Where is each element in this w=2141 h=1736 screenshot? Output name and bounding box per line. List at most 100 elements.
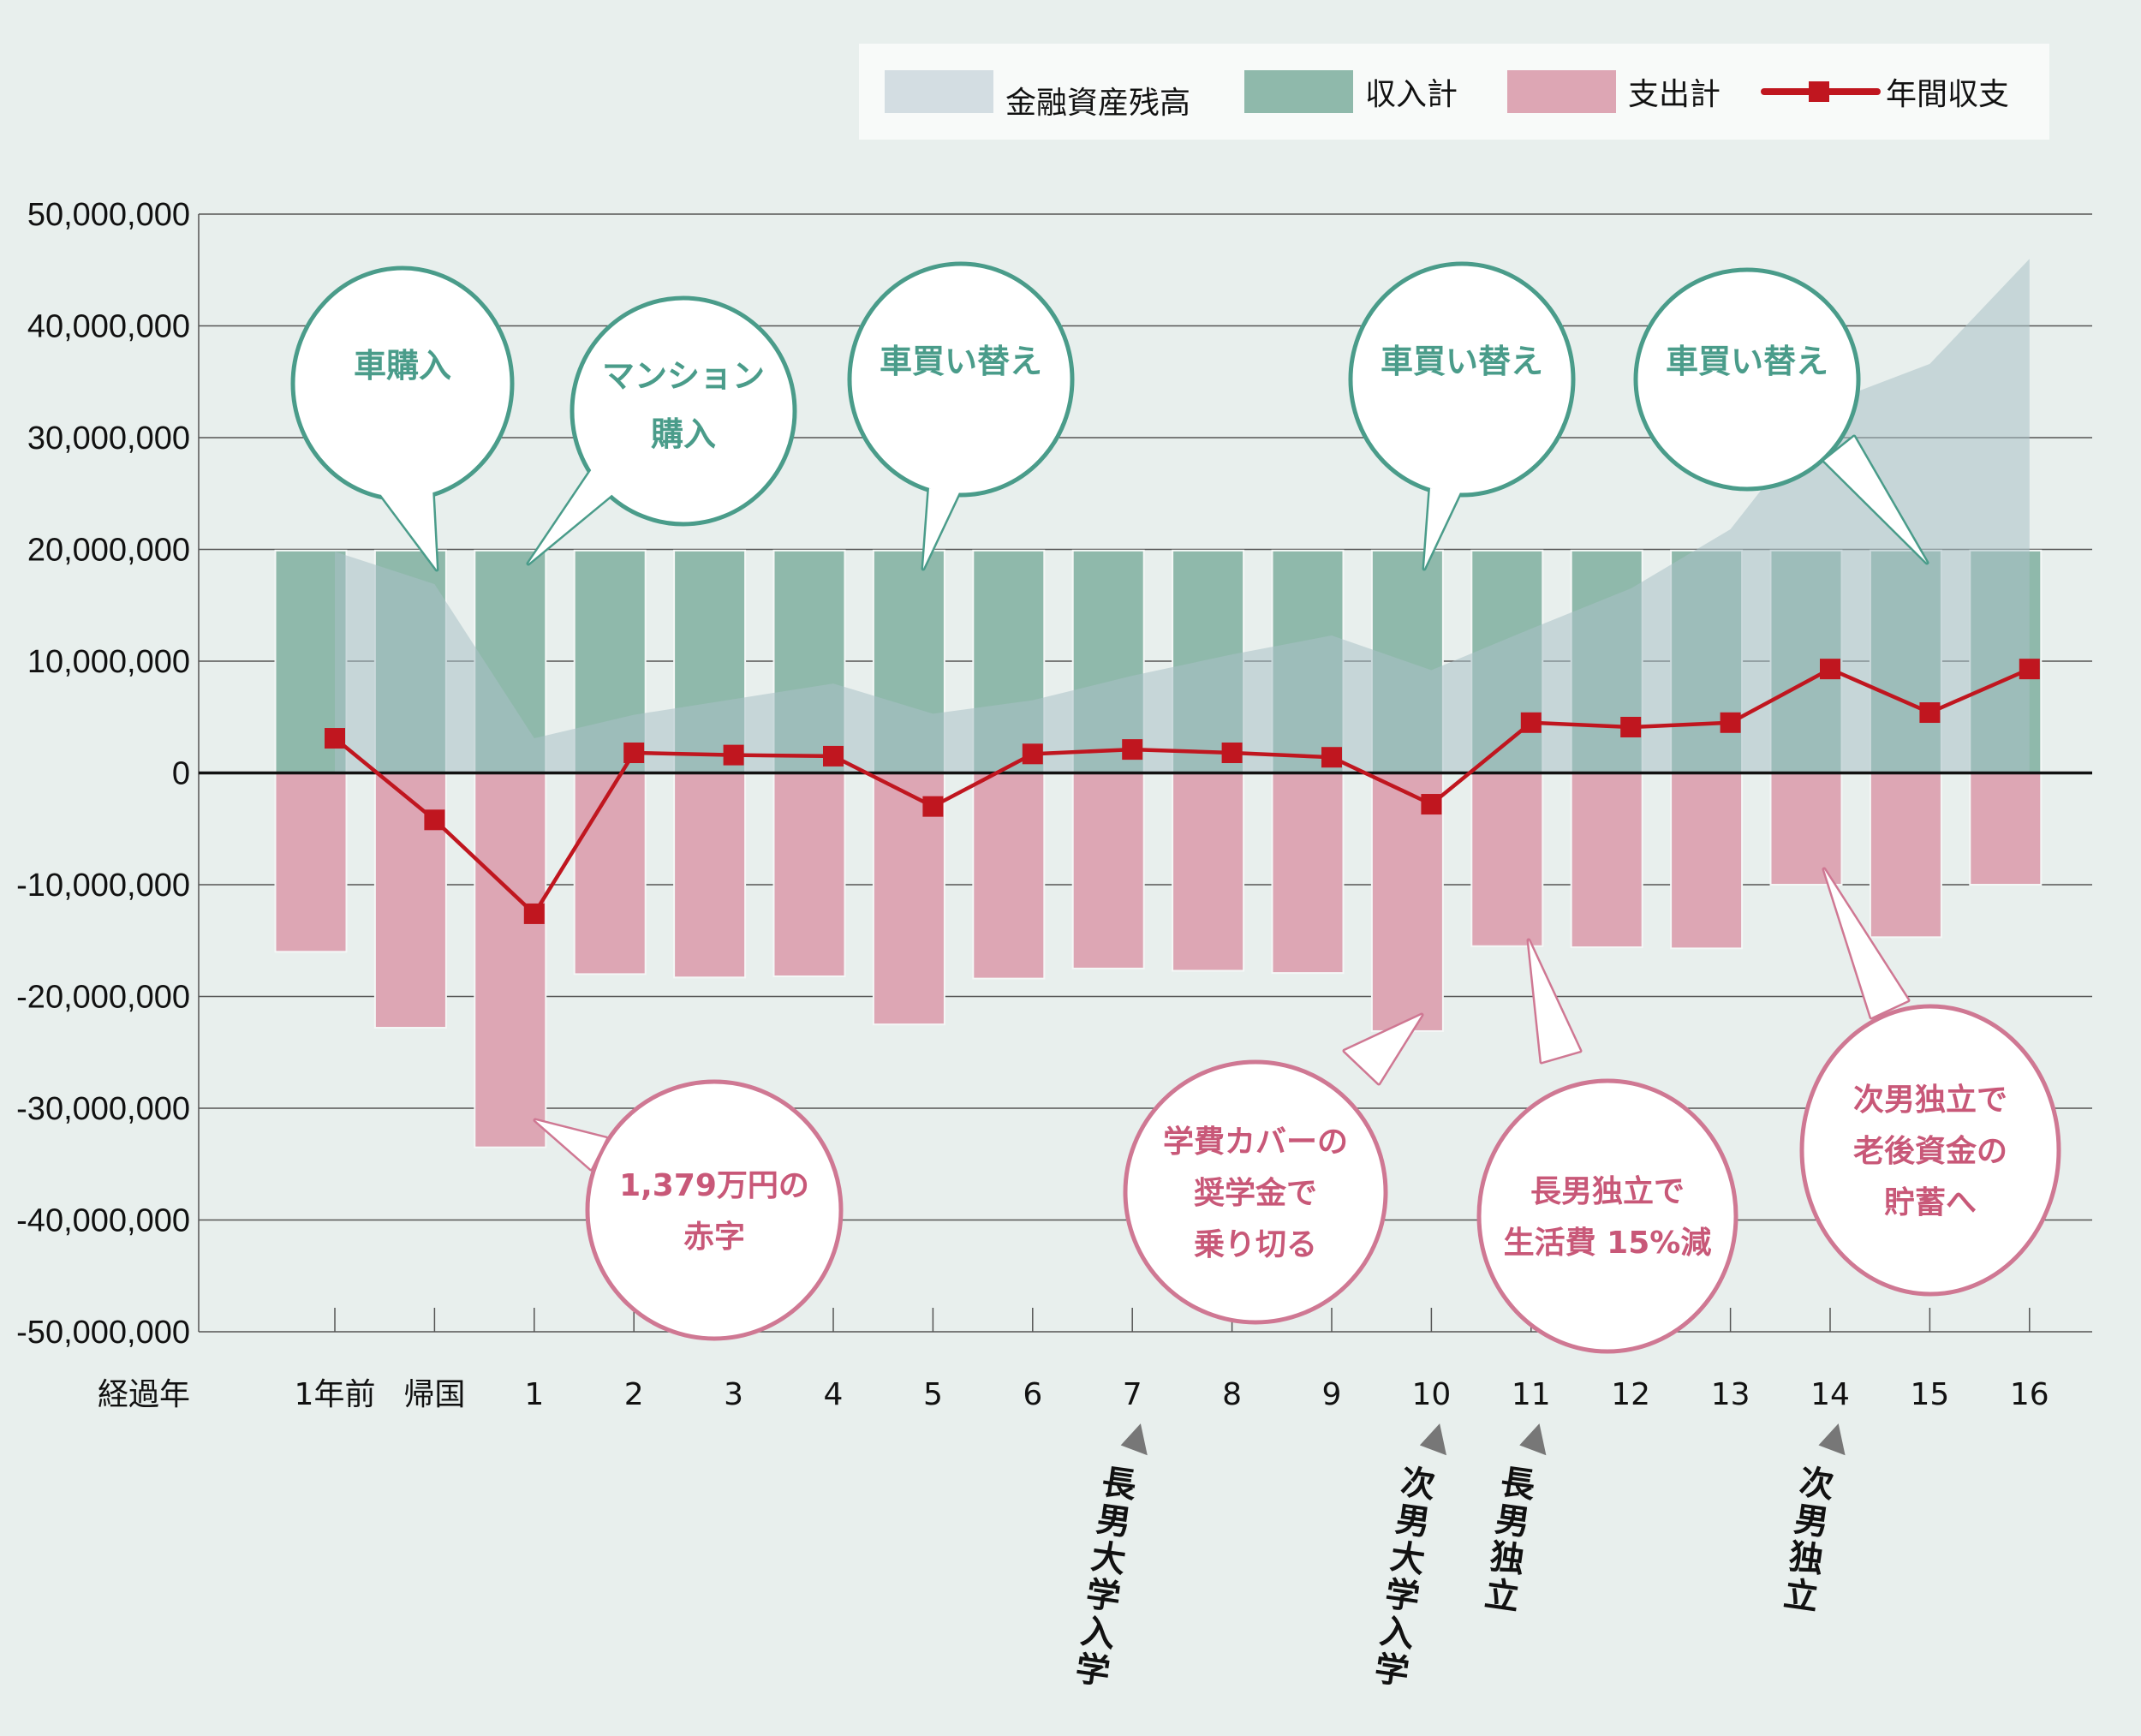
- callout-text: 学費カバーの: [1163, 1124, 1348, 1160]
- event-char: 長: [1100, 1462, 1140, 1506]
- annual-balance-polyline: [333, 666, 2031, 917]
- legend-item-annual: 年間収支: [1761, 44, 2009, 140]
- x-tick-label: 3: [724, 1377, 743, 1412]
- annual-balance-marker: [1520, 712, 1542, 733]
- legend-label: 収入計: [1365, 77, 1458, 112]
- callout-pointer-fill: [1345, 1015, 1422, 1083]
- event-char: 入: [1078, 1612, 1118, 1655]
- event-char: 入: [1377, 1612, 1416, 1655]
- callout-bubble: [1348, 261, 1576, 498]
- x-tick-label: 9: [1322, 1377, 1342, 1412]
- callout-text: 赤字: [683, 1220, 745, 1255]
- x-tick-label: 16: [2010, 1377, 2049, 1412]
- expense-bars: [274, 772, 2043, 1148]
- event-char: 学: [1382, 1574, 1422, 1618]
- y-tick-label: -20,000,000: [16, 980, 190, 1016]
- annual-balance-marker: [623, 743, 645, 764]
- x-tick-label: 8: [1222, 1377, 1242, 1412]
- legend-item-expense: 支出計: [1507, 44, 1721, 140]
- x-tick-label: 13: [1711, 1377, 1750, 1412]
- expense-bar: [474, 772, 547, 1148]
- y-tick-label: 20,000,000: [27, 533, 190, 569]
- line-marker-icon: [1761, 81, 1881, 102]
- event-char: 男: [1792, 1500, 1831, 1543]
- event-char: 次: [1797, 1462, 1836, 1506]
- legend-swatch-balance: [885, 70, 993, 113]
- expense-bar: [1071, 772, 1145, 969]
- expense-bar: [1172, 772, 1245, 972]
- legend-swatch-income: [1244, 70, 1353, 113]
- callout-text: マンション: [602, 357, 765, 395]
- event-triangle-icon: [1419, 1423, 1446, 1456]
- callout-pointer-fill: [535, 1120, 606, 1169]
- callout-text: 貯蓄へ: [1884, 1185, 1977, 1220]
- callout-bubble: [570, 295, 797, 527]
- expense-bar: [274, 772, 348, 953]
- annual-balance-marker: [2019, 659, 2040, 680]
- event-char: 次: [1399, 1462, 1438, 1506]
- expense-bar: [972, 772, 1046, 980]
- y-tick-label: -50,000,000: [16, 1315, 190, 1351]
- callout-pointer-fill: [1824, 869, 1908, 1017]
- annual-balance-marker: [424, 809, 445, 831]
- callout-text: 奨学金で: [1194, 1175, 1317, 1211]
- expense-bar: [772, 772, 846, 978]
- callout-text: 1,379万円の: [619, 1168, 809, 1203]
- annual-balance-marker: [1820, 659, 1840, 680]
- callout-bubble: [1633, 267, 1861, 492]
- callout-bubble: [1476, 1078, 1738, 1354]
- balance-area-shape: [335, 259, 2030, 773]
- balance-area: [335, 259, 2030, 773]
- event-char: 大: [1388, 1537, 1428, 1581]
- callout-bubble: [1123, 1059, 1388, 1325]
- event-char: 立: [1482, 1574, 1522, 1618]
- x-tick-label: 12: [1611, 1377, 1650, 1412]
- legend: 金融資産残高 収入計 支出計 年間収支: [859, 44, 2049, 140]
- expense-bar: [1670, 772, 1744, 950]
- callout-text: 老後資金の: [1853, 1133, 2007, 1169]
- event-label: 次男独立: [1781, 1423, 1846, 1618]
- event-triangle-icon: [1519, 1423, 1547, 1456]
- income-callout: 車買い替え: [1348, 261, 1576, 571]
- event-char: 学: [1073, 1649, 1112, 1692]
- event-char: 大: [1088, 1537, 1128, 1581]
- callout-text: 乗り切る: [1194, 1227, 1317, 1262]
- legend-swatch-expense: [1507, 70, 1616, 113]
- y-tick-label: -30,000,000: [16, 1091, 190, 1127]
- annual-balance-marker: [325, 728, 345, 749]
- legend-label: 金融資産残高: [1005, 86, 1191, 121]
- annual-balance-marker: [1620, 716, 1642, 737]
- annual-balance-line: [325, 659, 2040, 924]
- x-tick-label: 帰国: [403, 1377, 465, 1412]
- x-tick-label: 5: [923, 1377, 943, 1412]
- callout-pointer-fill: [923, 488, 959, 569]
- callout-text: 車買い替え: [1666, 343, 1828, 380]
- x-tick-label: 2: [624, 1377, 644, 1412]
- x-tick-label: 1年前: [295, 1377, 376, 1412]
- y-tick-label: 40,000,000: [27, 309, 190, 345]
- event-triangle-icon: [1818, 1423, 1846, 1456]
- income-callout: 車買い替え: [847, 261, 1075, 571]
- annual-balance-marker: [1720, 712, 1741, 733]
- expense-bar: [1470, 772, 1544, 947]
- event-char: 長: [1498, 1462, 1538, 1506]
- legend-item-balance: 金融資産残高: [885, 44, 1190, 140]
- legend-label: 支出計: [1628, 77, 1721, 112]
- callout-text: 次男独立で: [1853, 1083, 2007, 1118]
- y-tick-label: 30,000,000: [27, 421, 190, 456]
- callout-text: 生活費 15%減: [1504, 1226, 1712, 1261]
- x-tick-label: 4: [824, 1377, 844, 1412]
- expense-bar: [1869, 772, 1942, 939]
- income-callout: 車購入: [290, 265, 515, 572]
- y-tick-label: -40,000,000: [16, 1203, 190, 1239]
- callout-text: 車買い替え: [880, 343, 1042, 380]
- annual-balance-marker: [523, 903, 545, 924]
